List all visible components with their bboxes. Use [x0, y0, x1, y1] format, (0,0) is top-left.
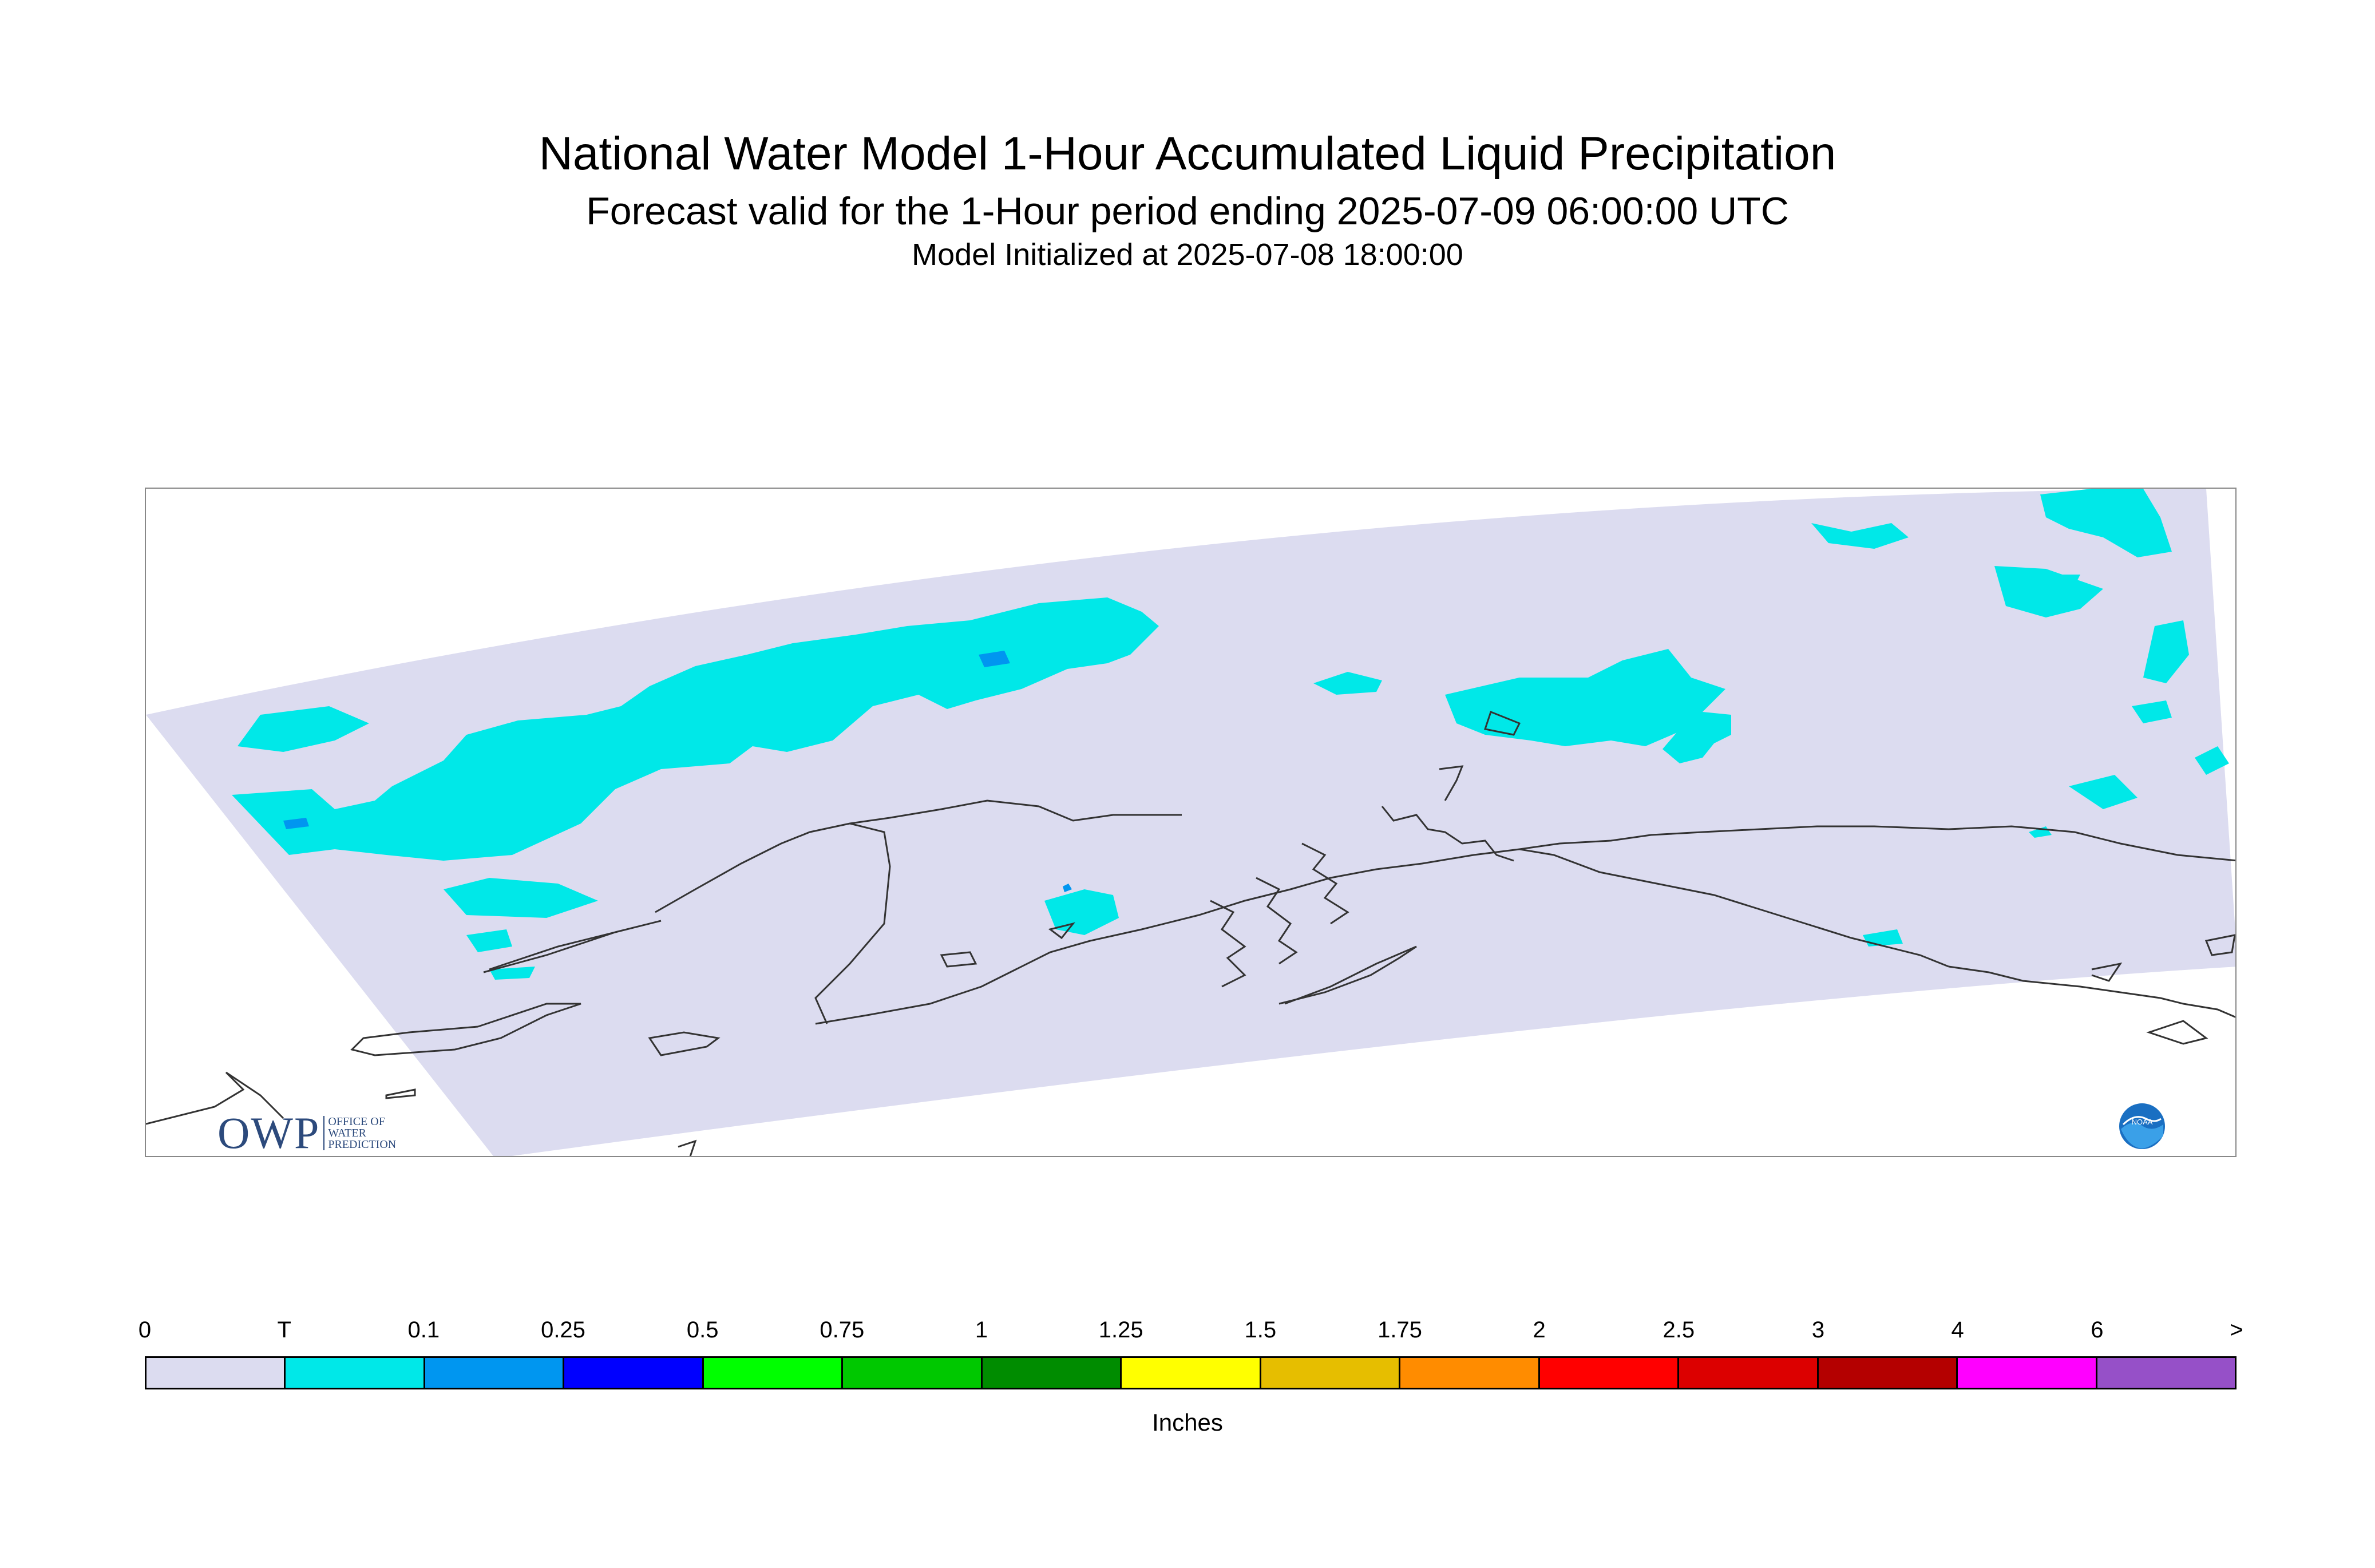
forecast-subtitle: Forecast valid for the 1-Hour period end… [586, 189, 1789, 233]
legend-tick-label: 0.25 [541, 1317, 585, 1343]
legend-tick-label: 0.1 [407, 1317, 440, 1343]
legend-tick-label: > [2230, 1317, 2243, 1343]
legend-swatch [1400, 1358, 1540, 1388]
legend-tick-label: 1.75 [1378, 1317, 1422, 1343]
legend-tick-label: 2 [1533, 1317, 1546, 1343]
legend-tick-label: 0.5 [686, 1317, 719, 1343]
color-legend [145, 1356, 2237, 1389]
legend-tick-label: T [277, 1317, 291, 1343]
legend-swatch [1539, 1358, 1680, 1388]
legend-swatch [564, 1358, 704, 1388]
owp-logo-subtext: OFFICE OF WATER PREDICTION [323, 1116, 396, 1150]
trace-precipitation-areas [232, 489, 2229, 980]
legend-swatch [1818, 1358, 1958, 1388]
model-domain [146, 489, 2235, 1156]
owp-logo-line: WATER [328, 1127, 367, 1139]
map-title: National Water Model 1-Hour Accumulated … [539, 128, 1836, 180]
legend-tick-label: 0.75 [820, 1317, 865, 1343]
noaa-logo-icon: NOAA [2118, 1102, 2166, 1150]
legend-swatch [703, 1358, 844, 1388]
legend-tick-label: 0 [138, 1317, 152, 1343]
legend-units: Inches [1152, 1409, 1223, 1436]
legend-swatch [286, 1358, 425, 1388]
legend-swatch [425, 1358, 565, 1388]
map-canvas [146, 489, 2235, 1156]
legend-swatch [1679, 1358, 1819, 1388]
legend-swatch [147, 1358, 286, 1388]
svg-text:NOAA: NOAA [2132, 1118, 2153, 1126]
legend-tick-label: 1 [975, 1317, 988, 1343]
coastlines [146, 711, 2235, 1156]
legend-tick-label: 6 [2091, 1317, 2104, 1343]
legend-tick-label: 3 [1811, 1317, 1825, 1343]
legend-swatch [1261, 1358, 1401, 1388]
owp-logo: OWP OFFICE OF WATER PREDICTION [217, 1107, 396, 1159]
owp-logo-line: OFFICE OF [328, 1115, 385, 1128]
legend-tick-label: 4 [1951, 1317, 1964, 1343]
legend-swatch [1958, 1358, 2097, 1388]
init-subtitle: Model Initialized at 2025-07-08 18:00:00 [912, 237, 1463, 272]
legend-tick-label: 1.25 [1098, 1317, 1143, 1343]
owp-logo-line: PREDICTION [328, 1138, 397, 1151]
precipitation-map [145, 488, 2237, 1157]
owp-logo-wordmark: OWP [217, 1108, 320, 1158]
legend-tick-label: 2.5 [1662, 1317, 1695, 1343]
legend-swatch [982, 1358, 1122, 1388]
legend-tick-label: 1.5 [1244, 1317, 1277, 1343]
legend-swatch [2097, 1358, 2235, 1388]
legend-swatch [1122, 1358, 1261, 1388]
light-precipitation-areas [283, 651, 1072, 892]
legend-swatch [843, 1358, 983, 1388]
